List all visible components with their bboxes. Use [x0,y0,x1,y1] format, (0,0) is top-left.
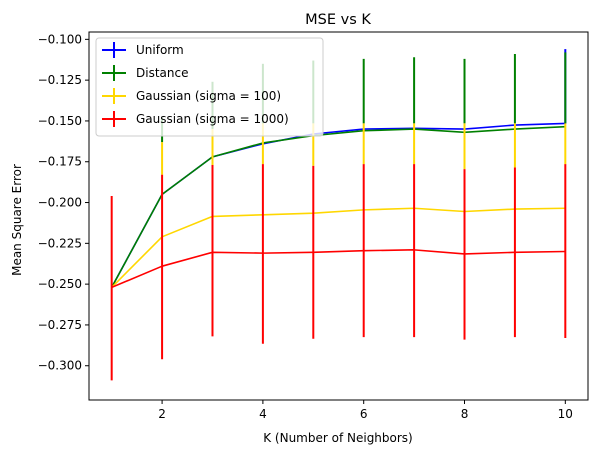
series-line [110,122,566,288]
x-tick-label: 10 [558,407,573,421]
y-axis-label: Mean Square Error [10,164,24,276]
y-tick-label: −0.225 [38,236,82,250]
legend-label: Gaussian (sigma = 100) [136,89,281,103]
y-tick-label: −0.300 [38,359,82,373]
x-tick-label: 6 [360,407,368,421]
plot-frame [88,31,589,401]
legend-label: Uniform [136,43,184,57]
y-tick-label: −0.150 [38,114,82,128]
legend: Uniform Distance Gaussian (sigma = 100) Gau… [95,37,324,137]
series-3 [111,123,567,288]
legend-box [95,37,324,137]
y-tick-label: −0.175 [38,155,82,169]
series-4 [110,164,567,381]
series-line [110,125,566,288]
y-tick-label: −0.200 [38,196,82,210]
legend-label: Gaussian (sigma = 1000) [136,112,289,126]
y-tick-label: −0.100 [38,32,82,46]
y-tick-label: −0.125 [38,73,82,87]
series-line [111,207,566,288]
y-tick-label: −0.250 [38,277,82,291]
x-tick-label: 2 [158,407,166,421]
x-axis-label: K (Number of Neighbors) [263,431,413,445]
x-tick-label: 4 [259,407,267,421]
y-tick-label: −0.275 [38,318,82,332]
series-line [111,249,566,289]
plot-area: 2 4 6 8 10 −0.300 −0.275 −0.250 −0.225 −0.200 −0.1… [38,31,589,421]
chart-title: MSE vs K [305,12,371,28]
x-tick-label: 8 [461,407,469,421]
legend-label: Distance [136,66,188,80]
